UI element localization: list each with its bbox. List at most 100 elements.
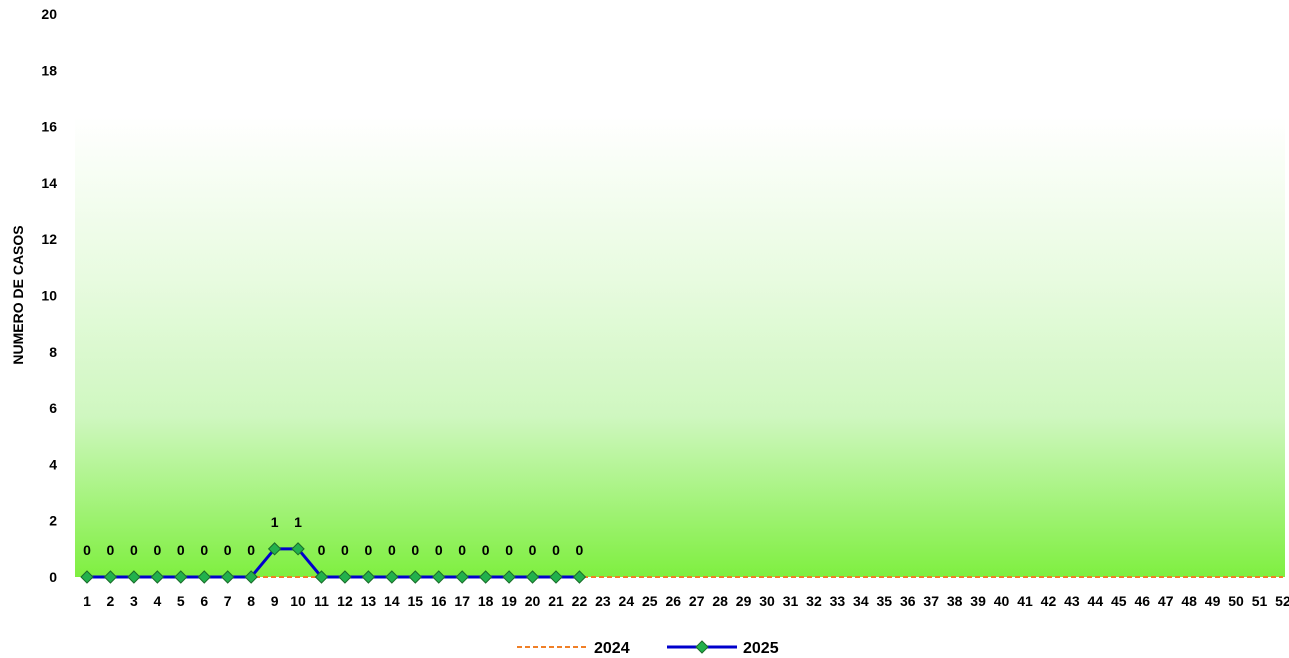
x-tick-label: 1 [83, 593, 91, 609]
data-label: 0 [341, 542, 349, 558]
y-tick-label: 14 [41, 175, 57, 191]
x-tick-label: 17 [454, 593, 470, 609]
data-label: 0 [505, 542, 513, 558]
x-tick-label: 18 [478, 593, 494, 609]
data-label: 0 [529, 542, 537, 558]
series-2025-point [150, 570, 165, 584]
x-tick-label: 4 [153, 593, 161, 609]
x-tick-label: 35 [877, 593, 893, 609]
x-tick-label: 34 [853, 593, 869, 609]
series-2025-point [314, 570, 329, 584]
series-2025-point [525, 570, 540, 584]
x-tick-label: 52 [1275, 593, 1289, 609]
x-tick-label: 26 [665, 593, 681, 609]
x-tick-label: 47 [1158, 593, 1174, 609]
x-tick-label: 42 [1041, 593, 1057, 609]
legend-2025-marker [695, 640, 709, 654]
data-label: 0 [83, 542, 91, 558]
series-2025-point [572, 570, 587, 584]
x-tick-label: 15 [408, 593, 424, 609]
x-tick-label: 7 [224, 593, 232, 609]
x-tick-label: 30 [759, 593, 775, 609]
y-axis-label: NUMERO DE CASOS [10, 225, 26, 364]
data-label: 0 [200, 542, 208, 558]
data-label: 0 [130, 542, 138, 558]
data-label: 0 [576, 542, 584, 558]
series-2025-point [385, 570, 399, 584]
data-label: 0 [318, 542, 326, 558]
x-tick-label: 43 [1064, 593, 1080, 609]
x-tick-label: 38 [947, 593, 963, 609]
x-tick-label: 8 [247, 593, 255, 609]
data-label: 0 [482, 542, 490, 558]
data-label: 0 [224, 542, 232, 558]
series-2025-point [174, 570, 188, 584]
x-tick-label: 36 [900, 593, 916, 609]
x-tick-label: 6 [200, 593, 208, 609]
series-2025-point [338, 570, 352, 584]
data-label: 0 [153, 542, 161, 558]
x-tick-label: 31 [783, 593, 799, 609]
y-tick-label: 6 [49, 400, 57, 416]
data-label: 0 [177, 542, 185, 558]
x-tick-label: 22 [572, 593, 588, 609]
x-tick-label: 39 [970, 593, 986, 609]
data-label: 0 [247, 542, 255, 558]
x-tick-label: 46 [1134, 593, 1150, 609]
x-tick-label: 25 [642, 593, 658, 609]
series-2025-point [361, 570, 376, 584]
series-2025-point [127, 570, 141, 584]
x-tick-label: 14 [384, 593, 400, 609]
x-tick-label: 16 [431, 593, 447, 609]
series-2025-point [432, 570, 446, 584]
x-tick-label: 10 [290, 593, 306, 609]
series-layer: 0 0 0 0 0 0 0 01 10 0 0 0 0 0 0 0 0 0 0 0 [80, 514, 1283, 584]
x-tick-label: 5 [177, 593, 185, 609]
x-tick-label: 24 [619, 593, 635, 609]
y-axis-ticks: 0 2 4 6 8 10 12 14 16 18 20 [41, 6, 57, 585]
x-tick-label: 13 [361, 593, 377, 609]
series-2025-point [267, 542, 282, 556]
x-tick-label: 41 [1017, 593, 1033, 609]
y-tick-label: 12 [41, 231, 57, 247]
x-tick-label: 44 [1088, 593, 1104, 609]
series-2025-point [408, 570, 423, 584]
data-label: 0 [458, 542, 466, 558]
x-tick-label: 19 [501, 593, 517, 609]
x-tick-label: 27 [689, 593, 705, 609]
series-2025-point [455, 570, 469, 584]
x-tick-label: 29 [736, 593, 752, 609]
series-2025-point [478, 570, 493, 584]
series-2025-point [291, 542, 305, 556]
x-tick-label: 3 [130, 593, 138, 609]
y-tick-label: 4 [49, 456, 57, 472]
series-2025-point [220, 570, 235, 584]
x-tick-label: 33 [830, 593, 846, 609]
plot-area-background [75, 117, 1285, 577]
legend-2024-label: 2024 [594, 640, 630, 657]
y-tick-label: 18 [41, 62, 57, 78]
y-tick-label: 0 [49, 569, 57, 585]
x-tick-label: 51 [1252, 593, 1268, 609]
series-2025-point [502, 570, 516, 584]
series-2025-point [197, 570, 211, 584]
x-tick-label: 37 [923, 593, 939, 609]
y-tick-label: 8 [49, 344, 57, 360]
series-2025-point [549, 570, 563, 584]
x-tick-label: 45 [1111, 593, 1127, 609]
x-tick-label: 9 [271, 593, 279, 609]
data-label: 0 [107, 542, 115, 558]
x-tick-label: 20 [525, 593, 541, 609]
y-tick-label: 16 [41, 119, 57, 135]
x-tick-label: 23 [595, 593, 611, 609]
x-axis-ticks: 1 2 3 4 5 6 7 8 9 10 11 12 13 14 15 16 17 18 19 20 21 22 23 24 2… [83, 593, 1289, 609]
x-tick-label: 2 [107, 593, 115, 609]
data-label: 0 [552, 542, 560, 558]
legend-2025-label: 2025 [743, 640, 779, 657]
data-label: 0 [411, 542, 419, 558]
data-label: 1 [294, 514, 302, 530]
x-tick-label: 32 [806, 593, 822, 609]
x-tick-label: 11 [314, 593, 329, 609]
legend: 2024 2025 [517, 640, 779, 657]
